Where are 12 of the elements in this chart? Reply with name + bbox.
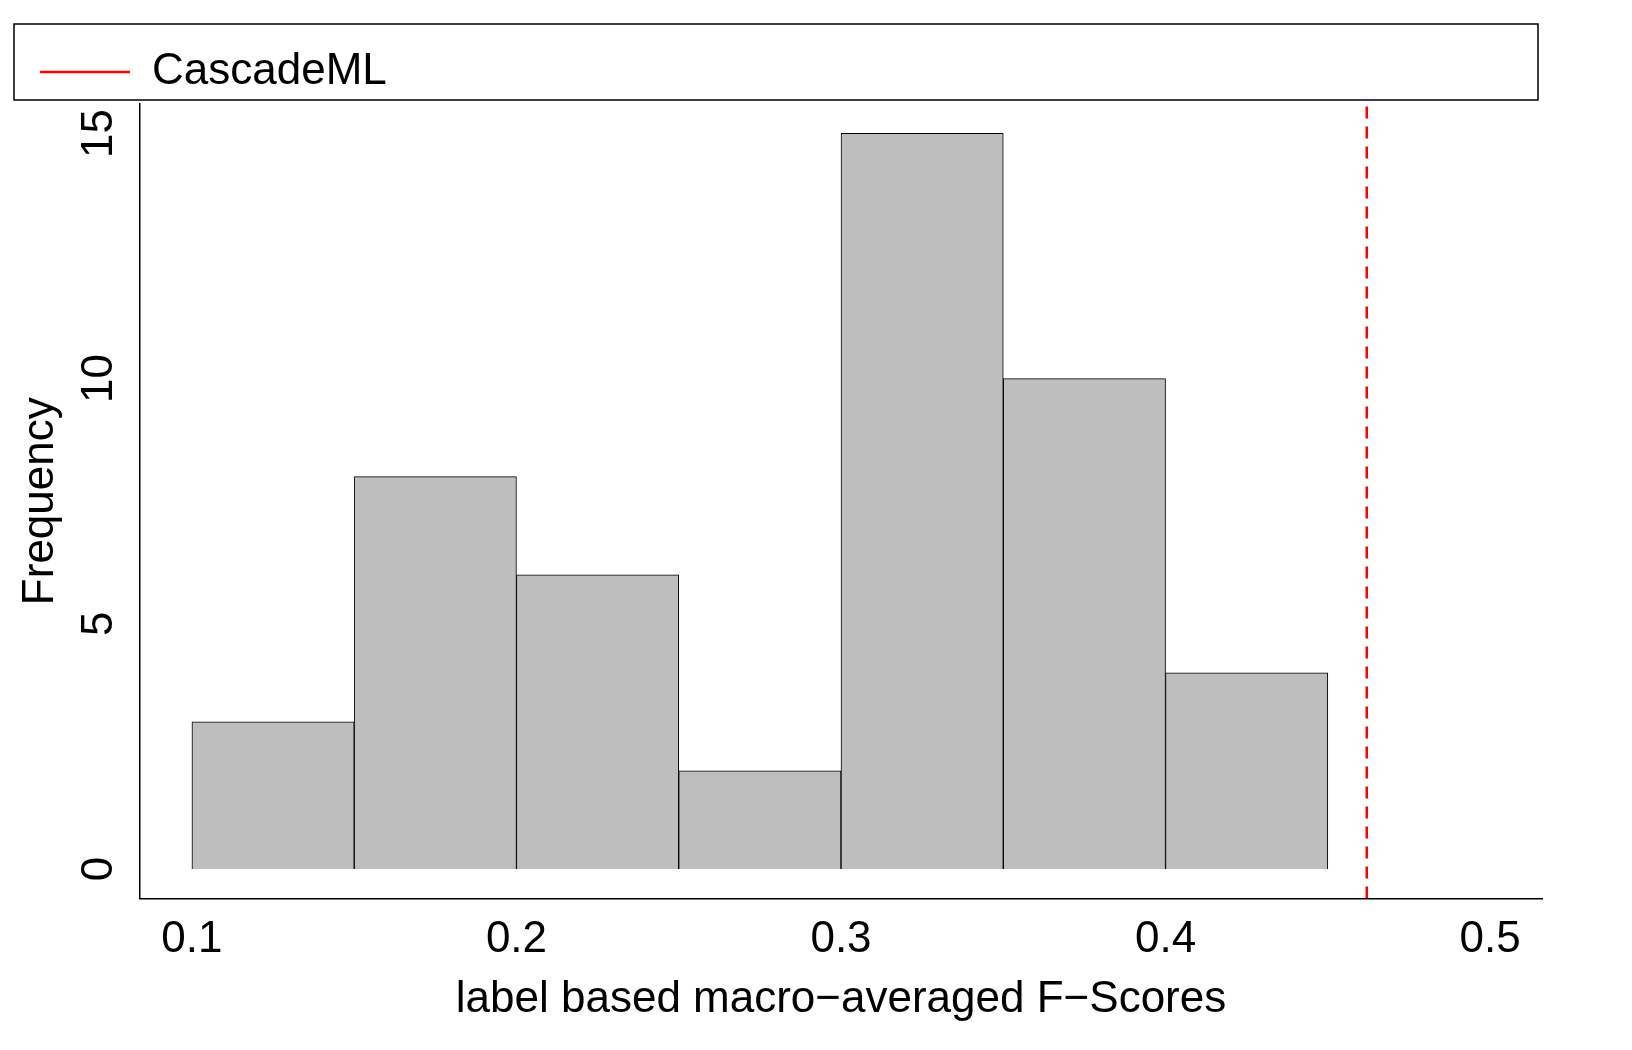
y-tick-label: 15 — [72, 108, 122, 158]
x-tick-label: 0.5 — [1459, 911, 1521, 961]
legend-label: CascadeML — [152, 44, 387, 94]
x-tick-label: 0.4 — [1134, 911, 1197, 961]
y-axis-title: Frequency — [12, 397, 62, 606]
y-tick-label: 0 — [72, 856, 122, 882]
x-tick-label: 0.1 — [161, 911, 223, 961]
y-tick-label: 10 — [72, 354, 122, 404]
x-tick-label: 0.3 — [810, 911, 872, 961]
x-tick-label: 0.2 — [485, 911, 548, 961]
y-tick-label: 5 — [72, 611, 122, 637]
x-axis-title: label based macro−averaged F−Scores — [455, 971, 1227, 1021]
